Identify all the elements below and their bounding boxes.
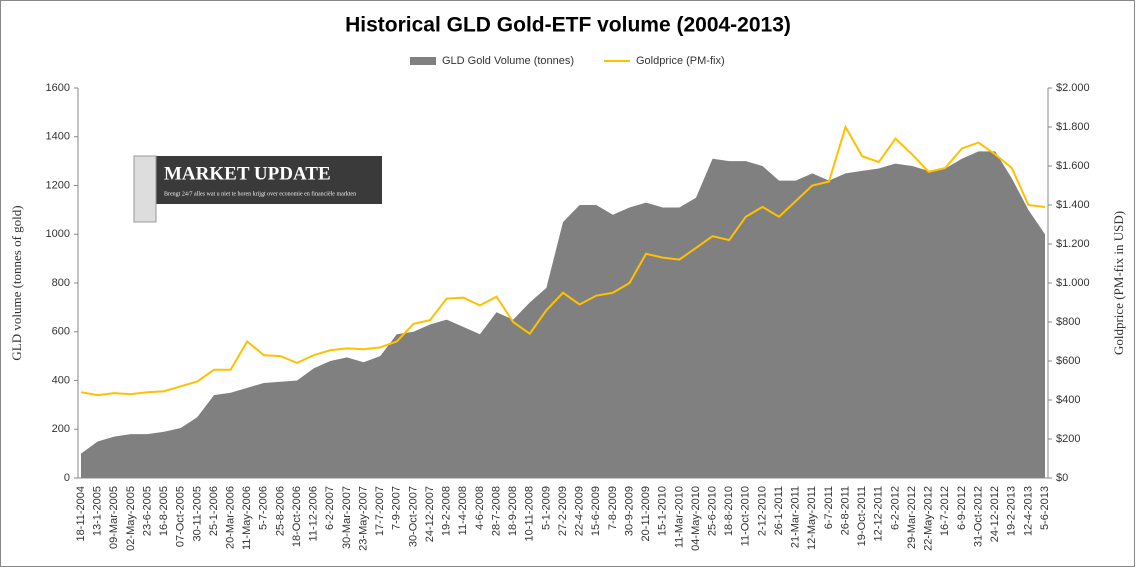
x-tick-label: 30-Mar-2007 (341, 486, 353, 549)
x-tick-label: 10-11-2008 (524, 486, 536, 541)
legend-label: GLD Gold Volume (tonnes) (442, 55, 574, 67)
x-tick-label: 15-6-2009 (590, 486, 602, 536)
logo-subtitle: Brengt 24/7 alles wat u niet te horen kr… (164, 190, 356, 197)
x-tick-label: 19-2-2008 (441, 486, 453, 536)
y-tick-label: 1400 (46, 131, 70, 143)
x-tick-label: 12-4-2013 (1022, 486, 1034, 536)
y2-tick-label: $200 (1056, 433, 1080, 445)
x-tick-label: 27-2-2009 (557, 486, 569, 536)
y2-tick-label: $600 (1056, 355, 1080, 367)
x-tick-label: 07-Oct-2005 (175, 486, 187, 547)
x-tick-label: 20-Mar-2006 (224, 486, 236, 549)
x-tick-label: 19-2-2013 (1006, 486, 1018, 536)
y2-tick-label: $1.800 (1056, 121, 1090, 133)
x-tick-label: 25-8-2006 (274, 486, 286, 536)
x-tick-label: 4-6-2008 (474, 486, 486, 530)
logo-box (136, 156, 382, 204)
y2-tick-label: $2.000 (1056, 82, 1090, 94)
y2-tick-label: $1.200 (1056, 238, 1090, 250)
x-tick-label: 17-7-2007 (374, 486, 386, 536)
x-tick-label: 15-1-2010 (657, 486, 669, 536)
x-tick-label: 09-Mar-2005 (108, 486, 120, 549)
x-tick-label: 24-12-2007 (424, 486, 436, 542)
x-tick-label: 30-9-2009 (623, 486, 635, 536)
x-tick-label: 26-8-2011 (839, 486, 851, 535)
x-tick-label: 18-9-2008 (507, 486, 519, 536)
x-tick-label: 28-7-2008 (490, 486, 502, 536)
x-tick-label: 11-Oct-2010 (740, 486, 752, 546)
x-tick-label: 7-9-2007 (391, 486, 403, 530)
x-tick-label: 22-4-2009 (574, 486, 586, 536)
y2-tick-label: $1.400 (1056, 199, 1090, 211)
y2-tick-label: $400 (1056, 394, 1080, 406)
x-tick-label: 22-May-2012 (923, 486, 935, 551)
x-tick-label: 7-8-2009 (607, 486, 619, 530)
y2-tick-label: $0 (1056, 472, 1068, 484)
x-tick-label: 19-Oct-2011 (856, 486, 868, 546)
x-tick-label: 18-Oct-2006 (291, 486, 303, 547)
x-tick-label: 21-Mar-2011 (790, 486, 802, 548)
x-tick-label: 29-Mar-2012 (906, 486, 918, 549)
volume-area (81, 151, 1045, 478)
x-tick-label: 25-1-2006 (208, 486, 220, 536)
x-tick-label: 11-Mar-2010 (673, 486, 685, 548)
x-tick-label: 6-9-2012 (956, 486, 968, 530)
x-tick-label: 30-11-2005 (191, 486, 203, 541)
x-tick-label: 25-6-2010 (706, 486, 718, 536)
y2-tick-label: $1.600 (1056, 160, 1090, 172)
y2-tick-label: $800 (1056, 316, 1080, 328)
legend-swatch (410, 57, 436, 65)
x-tick-label: 18-8-2010 (723, 486, 735, 536)
y-tick-label: 400 (52, 374, 70, 386)
x-tick-label: 11-4-2008 (457, 486, 469, 535)
logo-title: MARKET UPDATE (164, 163, 331, 184)
x-tick-label: 26-1-2011 (773, 486, 785, 535)
x-tick-label: 11-May-2006 (241, 486, 253, 550)
x-tick-label: 24-12-2012 (989, 486, 1001, 542)
x-tick-label: 02-May-2005 (125, 486, 137, 551)
x-tick-label: 6-2-2012 (889, 486, 901, 530)
x-tick-label: 12-May-2011 (806, 486, 818, 550)
y-tick-label: 1600 (46, 82, 70, 94)
x-tick-label: 20-11-2009 (640, 486, 652, 541)
x-tick-label: 11-12-2006 (308, 486, 320, 541)
y-tick-label: 1000 (46, 228, 70, 240)
y-tick-label: 800 (52, 277, 70, 289)
x-tick-label: 23-May-2007 (357, 486, 369, 551)
x-tick-label: 13-1-2005 (92, 486, 104, 536)
x-tick-label: 2-12-2010 (756, 486, 768, 536)
legend-label: Goldprice (PM-fix) (636, 55, 725, 67)
y2-axis-title: Goldprice (PM-fix in USD) (1111, 211, 1126, 355)
logo: MARKET UPDATE Brengt 24/7 alles wat u ni… (133, 155, 382, 223)
x-tick-label: 16-8-2005 (158, 486, 170, 536)
x-tick-label: 31-Oct-2012 (972, 486, 984, 547)
y-tick-label: 1200 (46, 179, 70, 191)
x-tick-label: 5-7-2006 (258, 486, 270, 530)
y-tick-label: 200 (52, 423, 70, 435)
y-tick-label: 0 (64, 472, 70, 484)
x-tick-label: 04-May-2010 (690, 486, 702, 551)
x-tick-label: 18-11-2004 (75, 486, 87, 541)
x-tick-label: 12-12-2011 (873, 486, 885, 541)
x-tick-label: 5-6-2013 (1039, 486, 1051, 530)
chart-title: Historical GLD Gold-ETF volume (2004-201… (345, 14, 791, 37)
x-tick-label: 6-7-2011 (823, 486, 835, 529)
x-tick-label: 5-1-2009 (540, 486, 552, 530)
x-tick-label: 23-6-2005 (141, 486, 153, 536)
y-tick-label: 600 (52, 326, 70, 338)
price-line (80, 124, 1046, 397)
logo-curl (133, 155, 157, 223)
y2-tick-label: $1.000 (1056, 277, 1090, 289)
x-tick-label: 6-2-2007 (324, 486, 336, 530)
x-tick-label: 16-7-2012 (939, 486, 951, 536)
x-tick-label: 30-Oct-2007 (407, 486, 419, 547)
y-axis-title: GLD volume (tonnes of gold) (9, 205, 24, 360)
